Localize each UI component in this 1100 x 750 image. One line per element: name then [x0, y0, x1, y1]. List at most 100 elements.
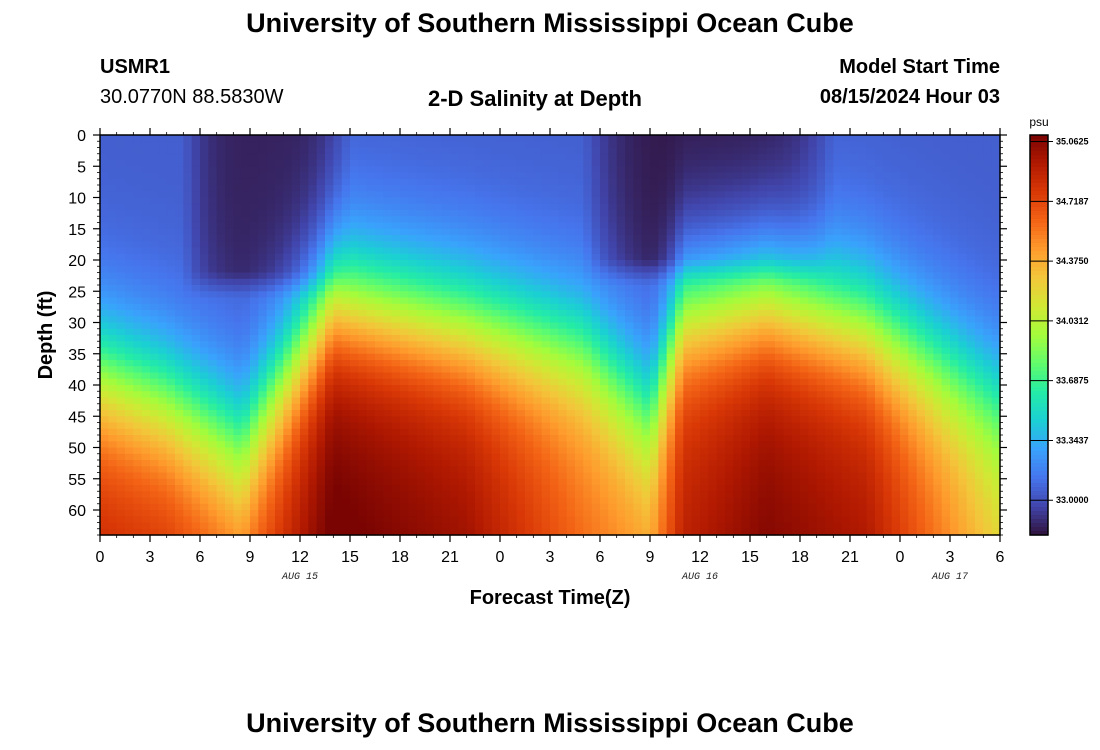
heatmap-cell [325, 147, 334, 155]
heatmap-cell [400, 435, 409, 442]
heatmap-cell [591, 166, 601, 174]
heatmap-cell [375, 272, 384, 280]
heatmap-cell [375, 447, 384, 455]
heatmap-cell [725, 185, 734, 192]
heatmap-cell [541, 403, 551, 411]
heatmap-cell [558, 278, 568, 286]
heatmap-cell [633, 203, 643, 211]
heatmap-cell [683, 322, 693, 330]
heatmap-cell [291, 197, 301, 205]
heatmap-cell [316, 185, 326, 192]
heatmap-cell [575, 253, 584, 261]
heatmap-cell [216, 428, 226, 436]
heatmap-cell [691, 397, 701, 405]
heatmap-cell [591, 428, 601, 436]
heatmap-cell [483, 397, 493, 405]
heatmap-cell [116, 372, 126, 380]
heatmap-cell [650, 491, 659, 499]
heatmap-cell [691, 241, 701, 249]
heatmap-cell [683, 503, 693, 511]
heatmap-cell [600, 472, 609, 480]
heatmap-cell [383, 391, 393, 399]
heatmap-cell [116, 472, 126, 480]
heatmap-cell [258, 378, 268, 386]
heatmap-cell [183, 503, 193, 511]
heatmap-cell [425, 378, 434, 386]
heatmap-cell [408, 191, 418, 199]
heatmap-cell [308, 478, 318, 486]
heatmap-cell [150, 316, 159, 324]
heatmap-cell [333, 353, 343, 361]
heatmap-cell [458, 353, 468, 361]
heatmap-cell [166, 147, 176, 155]
heatmap-cell [458, 410, 468, 417]
heatmap-cell [433, 260, 443, 267]
heatmap-cell [575, 266, 584, 274]
heatmap-cell [316, 410, 326, 417]
heatmap-cell [733, 435, 743, 442]
heatmap-cell [116, 191, 126, 199]
heatmap-cell [275, 310, 284, 317]
heatmap-cell [358, 353, 368, 361]
heatmap-cell [150, 428, 159, 436]
heatmap-cell [133, 378, 143, 386]
heatmap-cell [466, 472, 476, 480]
heatmap-cell [700, 353, 709, 361]
heatmap-cell [400, 322, 409, 330]
heatmap-cell [650, 153, 659, 161]
heatmap-cell [516, 347, 526, 355]
heatmap-cell [483, 510, 493, 517]
heatmap-cell [458, 185, 468, 192]
heatmap-cell [325, 385, 334, 392]
heatmap-cell [400, 441, 409, 449]
heatmap-cell [208, 210, 218, 217]
heatmap-cell [525, 422, 534, 430]
heatmap-cell [100, 272, 109, 280]
heatmap-cell [166, 453, 176, 461]
heatmap-cell [683, 166, 693, 174]
heatmap-cell [108, 266, 118, 274]
heatmap-cell [191, 203, 201, 211]
heatmap-cell [233, 160, 243, 167]
heatmap-cell [433, 222, 443, 230]
heatmap-cell [450, 241, 459, 249]
heatmap-cell [175, 503, 184, 511]
heatmap-cell [725, 291, 734, 299]
heatmap-cell [458, 435, 468, 442]
heatmap-cell [608, 453, 618, 461]
heatmap-cell [191, 235, 201, 242]
heatmap-cell [641, 185, 651, 192]
heatmap-cell [558, 185, 568, 192]
heatmap-cell [191, 341, 201, 349]
heatmap-cell [200, 491, 209, 499]
heatmap-cell [150, 228, 159, 236]
heatmap-cell [350, 347, 359, 355]
heatmap-cell [275, 453, 284, 461]
heatmap-cell [650, 422, 659, 430]
heatmap-cell [391, 297, 401, 305]
heatmap-cell [658, 260, 668, 267]
heatmap-cell [691, 153, 701, 161]
heatmap-cell [350, 297, 359, 305]
heatmap-cell [258, 435, 268, 442]
heatmap-cell [425, 185, 434, 192]
heatmap-cell [358, 272, 368, 280]
heatmap-cell [675, 266, 684, 274]
heatmap-cell [300, 491, 309, 499]
heatmap-cell [258, 385, 268, 392]
heatmap-cell [600, 353, 609, 361]
heatmap-cell [408, 160, 418, 167]
heatmap-cell [525, 497, 534, 505]
heatmap-cell [475, 360, 484, 367]
heatmap-cell [116, 266, 126, 274]
heatmap-cell [733, 210, 743, 217]
heatmap-cell [491, 416, 501, 424]
heatmap-cell [400, 210, 409, 217]
heatmap-cell [383, 291, 393, 299]
heatmap-cell [608, 135, 618, 142]
heatmap-cell [575, 485, 584, 492]
heatmap-cell [591, 322, 601, 330]
heatmap-cell [741, 228, 751, 236]
heatmap-cell [100, 297, 109, 305]
heatmap-cell [650, 435, 659, 442]
